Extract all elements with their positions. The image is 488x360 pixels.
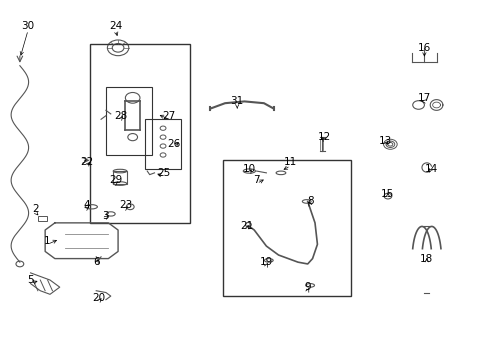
Text: 7: 7 bbox=[253, 175, 260, 185]
Text: 13: 13 bbox=[378, 136, 391, 146]
Text: 30: 30 bbox=[21, 21, 35, 31]
Text: 1: 1 bbox=[44, 236, 51, 246]
Bar bbox=[222, 160, 351, 296]
Bar bbox=[144, 119, 181, 169]
Text: 11: 11 bbox=[284, 157, 297, 167]
Text: 25: 25 bbox=[157, 168, 170, 178]
Text: 26: 26 bbox=[167, 139, 180, 149]
Text: 14: 14 bbox=[424, 164, 437, 174]
Text: 21: 21 bbox=[240, 221, 253, 231]
Bar bbox=[38, 216, 46, 221]
Bar bbox=[106, 87, 152, 155]
Bar bbox=[90, 44, 190, 223]
Text: 24: 24 bbox=[109, 21, 122, 31]
Text: 10: 10 bbox=[243, 164, 255, 174]
Text: 9: 9 bbox=[304, 282, 310, 292]
Text: 5: 5 bbox=[27, 275, 34, 285]
Text: 2: 2 bbox=[32, 203, 39, 213]
Text: 19: 19 bbox=[259, 257, 272, 267]
Text: 17: 17 bbox=[417, 93, 430, 103]
Text: 20: 20 bbox=[92, 293, 105, 303]
Text: 28: 28 bbox=[114, 111, 127, 121]
Text: 27: 27 bbox=[162, 111, 175, 121]
Text: 4: 4 bbox=[83, 200, 90, 210]
Text: 22: 22 bbox=[80, 157, 93, 167]
Text: 29: 29 bbox=[109, 175, 122, 185]
Text: 8: 8 bbox=[306, 197, 313, 206]
Text: 18: 18 bbox=[419, 253, 432, 264]
Text: 16: 16 bbox=[417, 43, 430, 53]
Text: 12: 12 bbox=[318, 132, 331, 142]
Text: 23: 23 bbox=[119, 200, 132, 210]
Text: 6: 6 bbox=[93, 257, 100, 267]
Text: 3: 3 bbox=[102, 211, 109, 221]
Text: 31: 31 bbox=[230, 96, 244, 107]
Text: 15: 15 bbox=[381, 189, 394, 199]
Bar bbox=[113, 171, 126, 184]
